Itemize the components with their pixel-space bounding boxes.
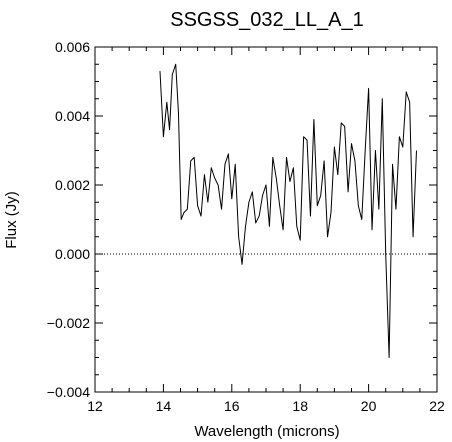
x-tick-label: 16 — [224, 398, 240, 414]
flux-series-line — [159, 63, 417, 358]
x-tick-label: 18 — [292, 398, 308, 414]
x-tick-label: 14 — [156, 398, 172, 414]
x-axis-label: Wavelength (microns) — [194, 423, 339, 440]
y-tick-label: 0.006 — [55, 39, 90, 55]
y-tick-label: 0.000 — [55, 246, 90, 262]
x-tick-label: 12 — [87, 398, 103, 414]
y-tick-label: 0.002 — [55, 177, 90, 193]
y-tick-label: −0.004 — [47, 384, 90, 400]
x-tick-label: 20 — [361, 398, 377, 414]
chart-title: SSGSS_032_LL_A_1 — [170, 9, 364, 31]
y-axis-label: Flux (Jy) — [3, 191, 20, 249]
x-axis: 12 14 16 18 20 22 — [87, 47, 445, 414]
x-tick-label: 22 — [429, 398, 445, 414]
y-axis: −0.004 −0.002 0.000 0.002 0.004 0.006 — [47, 39, 437, 400]
y-tick-label: 0.004 — [55, 108, 90, 124]
plot-frame — [94, 46, 438, 393]
y-tick-label: −0.002 — [47, 315, 90, 331]
